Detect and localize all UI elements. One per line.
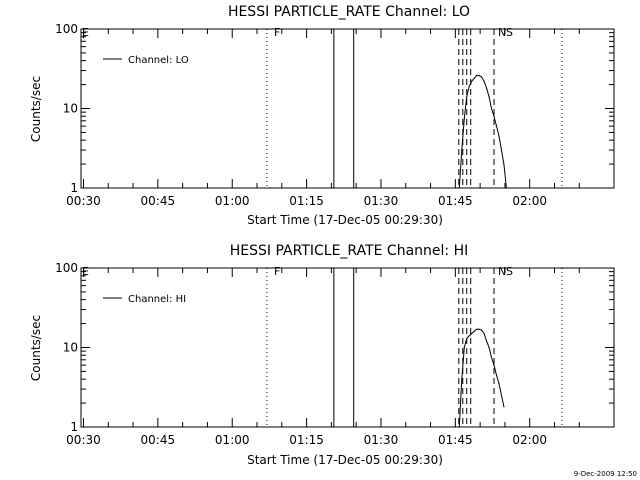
x-tick-label: 02:00 bbox=[512, 194, 547, 208]
data-point bbox=[481, 329, 483, 331]
panel-lo: HESSI PARTICLE_RATE Channel: LO Counts/s… bbox=[29, 4, 615, 227]
data-point bbox=[495, 374, 498, 376]
data-point bbox=[466, 337, 468, 340]
x-tick-label: 02:00 bbox=[512, 433, 547, 447]
data-point bbox=[476, 328, 478, 330]
y-axis-label: Counts/sec bbox=[29, 315, 43, 381]
data-point bbox=[490, 356, 493, 359]
data-point bbox=[466, 96, 468, 98]
data-point bbox=[490, 107, 493, 110]
data-point bbox=[483, 332, 485, 335]
x-tick-label: 01:30 bbox=[364, 194, 399, 208]
x-tick-label: 01:15 bbox=[289, 194, 324, 208]
data-point bbox=[473, 330, 475, 332]
marker-label-s: S bbox=[506, 26, 513, 39]
y-tick-label: 1 bbox=[70, 420, 78, 434]
panel-hi: HESSI PARTICLE_RATE Channel: HI Counts/s… bbox=[29, 243, 615, 467]
data-point bbox=[468, 335, 470, 337]
data-point bbox=[500, 394, 503, 396]
data-point bbox=[505, 187, 508, 189]
data-point bbox=[488, 346, 490, 349]
x-tick-label: 01:45 bbox=[438, 194, 473, 208]
data-point bbox=[481, 76, 483, 78]
data-point bbox=[461, 378, 463, 380]
chart-title: HESSI PARTICLE_RATE Channel: LO bbox=[228, 4, 470, 20]
x-axis-label: Start Time (17-Dec-05 00:29:30) bbox=[247, 453, 443, 467]
x-tick-label: 01:45 bbox=[438, 433, 473, 447]
corner-label-n: N bbox=[498, 265, 506, 278]
data-point bbox=[498, 383, 500, 385]
data-point bbox=[493, 115, 495, 117]
series-line bbox=[458, 75, 507, 189]
data-point bbox=[493, 364, 495, 366]
timestamp-label: 9-Dec-2009 12:50 bbox=[574, 470, 637, 478]
data-point bbox=[483, 80, 485, 82]
y-axis-label: Counts/sec bbox=[29, 76, 43, 142]
y-tick-label: 10 bbox=[63, 341, 78, 355]
data-point bbox=[488, 96, 490, 98]
data-point bbox=[495, 125, 498, 127]
data-point bbox=[478, 74, 480, 77]
y-tick-label: 10 bbox=[63, 102, 78, 116]
data-point bbox=[485, 340, 488, 342]
x-tick-label: 00:30 bbox=[66, 433, 101, 447]
x-tick-label: 01:00 bbox=[215, 194, 250, 208]
data-point bbox=[458, 426, 460, 428]
data-point bbox=[471, 80, 473, 82]
x-tick-label: 00:30 bbox=[66, 194, 101, 208]
y-tick-label: 100 bbox=[55, 22, 78, 36]
data-point bbox=[500, 149, 503, 151]
data-point bbox=[463, 117, 465, 120]
data-point bbox=[463, 346, 465, 349]
x-tick-label: 01:30 bbox=[364, 433, 399, 447]
data-point bbox=[458, 187, 460, 189]
y-tick-label: 100 bbox=[55, 261, 78, 275]
plot-area-lo: 1 10 100 00:30 00:45 01:00 01:15 01:30 01:45 02:0… bbox=[55, 22, 615, 208]
data-point bbox=[485, 87, 488, 89]
chart-title: HESSI PARTICLE_RATE Channel: HI bbox=[230, 243, 468, 259]
marker-label-f: F bbox=[274, 265, 280, 278]
data-point bbox=[461, 149, 463, 151]
x-tick-label: 01:15 bbox=[289, 433, 324, 447]
data-point bbox=[471, 332, 473, 335]
legend-label: Channel: LO bbox=[128, 55, 189, 66]
x-tick-label: 00:45 bbox=[141, 433, 176, 447]
corner-label-n: N bbox=[498, 26, 506, 39]
y-tick-label: 1 bbox=[70, 181, 78, 195]
legend-label: Channel: HI bbox=[128, 294, 186, 305]
data-point bbox=[503, 406, 505, 408]
data-point bbox=[478, 328, 480, 330]
x-tick-label: 01:00 bbox=[215, 433, 250, 447]
data-point bbox=[498, 135, 500, 137]
plot-area-hi: 1 10 100 00:30 00:45 01:00 01:15 01:30 01:45 02:0… bbox=[55, 261, 615, 447]
marker-label-s: S bbox=[506, 265, 513, 278]
data-point bbox=[468, 85, 470, 87]
data-point bbox=[476, 74, 478, 77]
marker-label-f: F bbox=[274, 26, 280, 39]
data-point bbox=[503, 163, 505, 165]
data-point bbox=[473, 77, 475, 79]
x-axis-label: Start Time (17-Dec-05 00:29:30) bbox=[247, 213, 443, 227]
x-tick-label: 00:45 bbox=[141, 194, 176, 208]
